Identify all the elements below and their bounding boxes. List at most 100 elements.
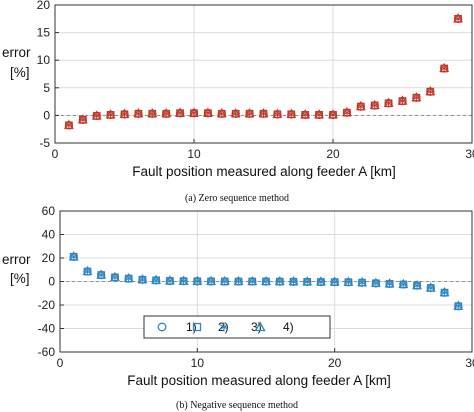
chart-b-ytick-label: 60 <box>42 204 56 218</box>
chart-b-marker-star <box>207 278 215 284</box>
chart-a-data-point <box>147 108 158 118</box>
chart-a-marker-triangle <box>286 108 297 118</box>
chart-b-data-point <box>439 286 450 297</box>
chart-b-marker-triangle <box>274 275 285 286</box>
chart-a-marker-triangle <box>258 108 269 118</box>
chart-a-ytick-label: 20 <box>37 0 51 12</box>
chart-b-marker-triangle <box>123 272 134 283</box>
chart-a-marker-star <box>106 112 115 118</box>
chart-a-xlabel: Fault position measured along feeder A [… <box>132 164 395 179</box>
chart-b-marker-triangle <box>247 275 258 286</box>
chart-a-marker-triangle <box>133 108 144 118</box>
chart-a-xtick-label: 20 <box>326 147 340 161</box>
chart-b-xtick-label: 30 <box>465 356 474 370</box>
chart-b-data-point <box>68 251 79 261</box>
chart-a-marker-triangle <box>411 92 422 102</box>
chart-a-ytick-label: -5 <box>39 136 50 150</box>
chart-b-marker-star <box>440 290 449 296</box>
chart-a-marker-triangle <box>314 109 325 119</box>
chart-a-marker-star <box>134 111 143 117</box>
chart-a-data-point <box>258 108 269 118</box>
chart-b-marker-triangle <box>261 275 271 286</box>
chart-b-marker-triangle <box>398 278 409 288</box>
chart-a-ylabel-line2: [%] <box>10 65 30 80</box>
chart-b-marker-triangle <box>357 277 368 287</box>
chart-a-marker-star <box>259 111 268 117</box>
chart-b-marker-star <box>166 278 174 284</box>
chart-a-data-point <box>161 108 172 118</box>
chart-a-data-point <box>328 109 338 119</box>
chart-a-caption: (a) Zero sequence method <box>185 193 289 204</box>
chart-a-data-point <box>244 108 255 118</box>
chart-a-marker-star <box>245 111 254 117</box>
chart-a-marker-star <box>398 98 407 104</box>
chart-b-marker-star <box>248 279 257 284</box>
chart-b-marker-triangle <box>151 274 162 284</box>
chart-b-marker-triangle <box>96 269 107 279</box>
chart-b-marker-triangle <box>164 275 175 285</box>
chart-b-xtick-label: 0 <box>57 356 64 370</box>
chart-a-xtick-label: 10 <box>187 147 201 161</box>
chart-a-marker-triangle <box>355 100 366 111</box>
chart-b-marker-triangle <box>192 275 203 285</box>
chart-b-xlabel: Fault position measured along feeder A [… <box>127 373 390 388</box>
chart-b-xtick-label: 20 <box>328 356 342 370</box>
chart-b-data-point <box>370 277 381 288</box>
chart-a-xtick-label: 30 <box>465 147 474 161</box>
chart-b-marker-triangle <box>412 279 422 290</box>
chart-a-marker-triangle <box>425 85 436 96</box>
chart-b-data-point <box>343 276 354 287</box>
chart-b-data-point <box>398 278 409 289</box>
chart-b-data-point <box>288 276 299 286</box>
chart-a-data-point <box>230 108 241 118</box>
chart-b-data-point <box>453 300 464 311</box>
chart-a-marker-triangle <box>244 108 255 118</box>
chart-b-marker-triangle <box>343 276 354 286</box>
chart-b-marker-star <box>317 279 325 285</box>
legend-circle-marker <box>157 322 167 332</box>
chart-b-marker-triangle <box>110 271 120 281</box>
chart-b-data-point <box>192 275 203 286</box>
chart-b-marker-triangle <box>370 277 381 287</box>
chart-b-ytick-label: -40 <box>38 322 56 336</box>
chart-a-marker-triangle <box>105 109 116 119</box>
chart-b-marker-triangle <box>219 275 230 286</box>
chart-b-marker-triangle <box>137 274 148 284</box>
chart-b-data-point <box>219 275 230 286</box>
chart-a-marker-triangle <box>189 107 199 117</box>
chart-b-data-point <box>274 275 285 286</box>
chart-a-marker-star <box>190 110 198 116</box>
chart-a-marker-triangle <box>369 99 380 110</box>
chart-a-data-point <box>439 62 450 73</box>
chart-b-marker-star <box>427 285 435 291</box>
chart-b-marker-triangle <box>82 265 93 276</box>
chart-a-axes-frame <box>54 4 473 144</box>
chart-a-data-point <box>383 97 394 108</box>
chart-b-marker-star <box>179 278 188 284</box>
chart-b-legend: 1) 2) 3) 4) <box>143 315 331 339</box>
chart-b-marker-triangle <box>68 251 79 261</box>
chart-b-data-point <box>137 274 148 284</box>
chart-b-data-point <box>302 276 313 287</box>
chart-a-data-point <box>341 106 352 117</box>
chart-b-caption: (b) Negative sequence method <box>176 400 298 411</box>
chart-a-data-point <box>189 107 199 118</box>
chart-b-ytick-label: 40 <box>42 228 56 242</box>
chart-b-xtick-label: 10 <box>191 356 205 370</box>
chart-a-marker-star <box>315 112 323 118</box>
chart-b-data-point <box>329 276 340 287</box>
chart-b-marker-star <box>358 280 366 286</box>
chart-a-ytick-label: 5 <box>43 81 50 95</box>
chart-a-marker-star <box>301 112 309 118</box>
chart-b-marker-star <box>234 279 243 284</box>
chart-a-marker-triangle <box>175 107 186 117</box>
chart-b-marker-star <box>124 276 133 281</box>
chart-a-data-point <box>369 99 380 110</box>
chart-a-marker-star <box>92 113 101 119</box>
chart-b-data-point <box>425 282 436 293</box>
chart-a-marker-star <box>426 89 435 95</box>
chart-b-marker-star <box>330 279 339 285</box>
chart-a-data-point <box>119 108 130 119</box>
chart-b-marker-star <box>193 278 202 284</box>
chart-b-data-point <box>206 275 216 286</box>
